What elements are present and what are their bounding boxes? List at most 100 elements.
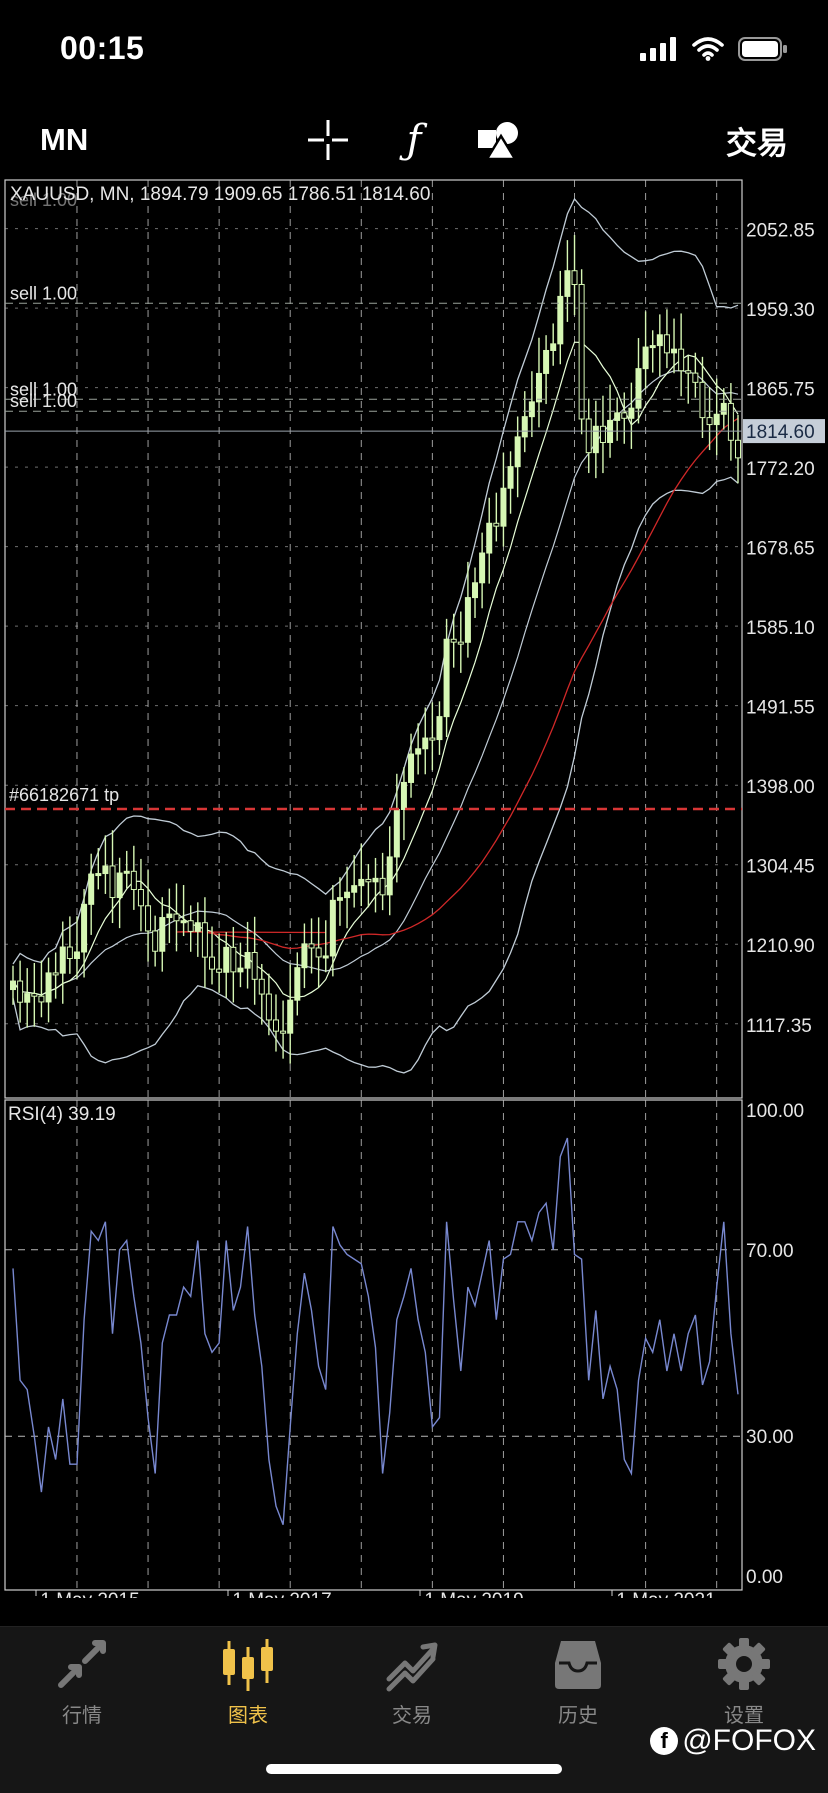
candle-body: [95, 873, 102, 877]
price-axis-label: 1491.55: [746, 698, 815, 719]
chart-icon: [223, 1639, 273, 1691]
candle-body: [31, 993, 38, 997]
candle-body: [351, 885, 358, 893]
bollinger-lower-line: [12, 476, 739, 1074]
candle-body: [17, 980, 24, 1003]
candle-body: [550, 343, 557, 351]
candle-body: [649, 345, 656, 349]
tab-history[interactable]: 历史: [518, 1635, 638, 1745]
candle-body: [521, 416, 528, 438]
trade-icon: [386, 1642, 438, 1692]
sell-order-label: sell 1.00: [10, 391, 77, 411]
candle-body: [535, 372, 542, 403]
candle-body: [216, 968, 223, 973]
tab-settings-label: 设置: [724, 1705, 764, 1727]
candle-body: [88, 873, 95, 905]
rsi-axis-label: 100.00: [746, 1101, 804, 1122]
crosshair-button[interactable]: [304, 100, 352, 180]
price-axis-label: 1585.10: [746, 618, 815, 639]
timeframe-button[interactable]: MN: [40, 122, 89, 157]
candle-body: [52, 972, 59, 976]
x-axis-label: 1 May 2015: [40, 1590, 139, 1598]
bollinger-upper-line: [12, 197, 739, 965]
tab-history-label: 历史: [558, 1705, 598, 1727]
candle-body: [713, 413, 720, 426]
x-axis-label: 1 May 2019: [424, 1590, 523, 1598]
indicators-button[interactable]: ƒ: [392, 100, 436, 180]
candle-body: [66, 946, 73, 960]
candle-body: [500, 487, 507, 527]
symbol-info-label: XAUUSD, MN, 1894.79 1909.65 1786.51 1814…: [10, 184, 430, 205]
price-chart[interactable]: 2052.85 1959.30 1865.75 1772.20 1678.65 1585.…: [0, 178, 828, 1611]
candle-body: [642, 346, 649, 370]
candle-body: [201, 922, 208, 958]
candle-body: [336, 897, 343, 901]
chart-toolbar: MN ƒ 交易: [0, 100, 828, 180]
candle-body: [479, 552, 486, 584]
tab-settings[interactable]: 设置: [684, 1635, 804, 1745]
candle-body: [223, 946, 230, 973]
candle-body: [258, 978, 265, 995]
current-price-tag: [743, 419, 825, 444]
candle-body: [180, 920, 187, 924]
candle-body: [692, 372, 699, 383]
candle-body: [329, 899, 336, 957]
rsi-series-line: [12, 1137, 739, 1525]
candle-body: [457, 641, 464, 645]
candle-body: [379, 877, 386, 896]
rsi-panel-frame: [4, 1099, 743, 1591]
take-profit-label: #66182671 tp: [9, 785, 119, 805]
candle-body: [599, 425, 606, 443]
candle-body: [251, 952, 258, 980]
price-axis-label: 1398.00: [746, 777, 815, 798]
settings-icon: [718, 1638, 770, 1690]
candle-body: [486, 522, 493, 554]
x-axis-label: 1 May 2017: [232, 1590, 331, 1598]
candle-body: [557, 295, 564, 345]
rsi-axis-label: 0.00: [746, 1567, 783, 1588]
candle-body: [308, 943, 315, 949]
candle-body: [585, 418, 592, 454]
candle-body: [81, 903, 88, 953]
candle-body: [244, 952, 251, 969]
tab-trade[interactable]: 交易: [352, 1635, 472, 1745]
objects-button[interactable]: [476, 100, 522, 180]
candle-body: [45, 972, 52, 1003]
candle-body: [621, 412, 628, 419]
candle-body: [116, 872, 123, 899]
trade-button[interactable]: 交易: [726, 125, 788, 161]
candle-body: [59, 946, 66, 974]
candle-body: [678, 348, 685, 372]
chart-canvas[interactable]: 2052.85 1959.30 1865.75 1772.20 1678.65 1585.…: [0, 178, 828, 1611]
candle-body: [294, 967, 301, 1001]
candle-body: [592, 425, 599, 454]
candle-body: [528, 401, 535, 418]
candle-body: [735, 439, 741, 459]
price-axis-label: 1117.35: [746, 1016, 812, 1037]
tab-trade-label: 交易: [392, 1705, 432, 1727]
candle-body: [450, 638, 457, 643]
candle-body: [656, 334, 663, 347]
candle-body: [301, 943, 308, 969]
candle-body: [436, 716, 443, 741]
x-axis-label: 1 May 2021: [616, 1590, 715, 1598]
candle-body: [280, 1030, 287, 1034]
candle-body: [699, 381, 706, 419]
status-icons: [640, 34, 788, 64]
shapes-icon: [478, 122, 518, 160]
candle-body: [472, 582, 479, 599]
candle-body: [663, 334, 670, 354]
candle-body: [272, 1019, 279, 1032]
candle-body: [571, 270, 578, 285]
status-time: 00:15: [60, 30, 145, 66]
tab-chart[interactable]: 图表: [188, 1635, 308, 1745]
order-overlay-label: sell 1.00: [10, 190, 77, 210]
candle-body: [386, 856, 393, 896]
tab-quotes[interactable]: 行情: [22, 1635, 142, 1745]
rsi-axis-label: 30.00: [746, 1427, 794, 1448]
rsi-axis-label: 70.00: [746, 1241, 794, 1262]
candle-body: [635, 368, 642, 409]
price-axis-label: 1304.45: [746, 857, 815, 878]
candle-body: [443, 638, 450, 718]
candle-body: [102, 865, 109, 875]
